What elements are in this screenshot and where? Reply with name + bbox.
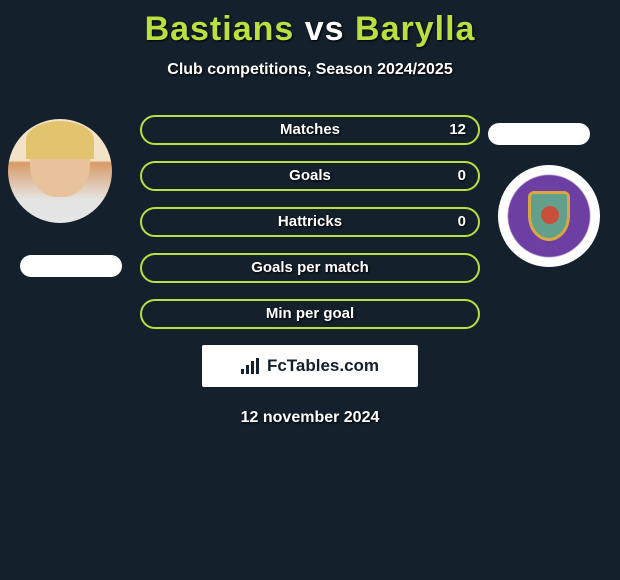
stat-row-matches: Matches 12 <box>140 115 480 145</box>
subtitle: Club competitions, Season 2024/2025 <box>0 61 620 79</box>
stat-row-hattricks: Hattricks 0 <box>140 207 480 237</box>
stat-label: Hattricks <box>142 209 478 235</box>
stats-table: Matches 12 Goals 0 Hattricks 0 Goals per… <box>140 115 480 329</box>
stat-row-goals-per-match: Goals per match <box>140 253 480 283</box>
stat-label: Goals per match <box>142 255 478 281</box>
crest-icon <box>528 191 570 241</box>
bar-chart-icon <box>241 358 261 374</box>
stat-label: Matches <box>142 117 478 143</box>
player2-name: Barylla <box>355 10 475 48</box>
player2-team-pill <box>488 123 590 145</box>
source-badge: FcTables.com <box>202 345 418 387</box>
player1-team-pill <box>20 255 122 277</box>
stat-row-min-per-goal: Min per goal <box>140 299 480 329</box>
stat-row-goals: Goals 0 <box>140 161 480 191</box>
vs-text: vs <box>294 10 355 48</box>
stat-label: Min per goal <box>142 301 478 327</box>
comparison-title: Bastians vs Barylla <box>0 0 620 49</box>
stat-right-value: 12 <box>449 117 466 143</box>
player2-club-crest <box>498 165 600 267</box>
stat-right-value: 0 <box>458 163 466 189</box>
date-text: 12 november 2024 <box>0 409 620 427</box>
source-badge-text: FcTables.com <box>267 356 379 376</box>
content-area: Matches 12 Goals 0 Hattricks 0 Goals per… <box>0 115 620 427</box>
player1-name: Bastians <box>145 10 295 48</box>
player1-avatar <box>8 119 112 223</box>
stat-label: Goals <box>142 163 478 189</box>
stat-right-value: 0 <box>458 209 466 235</box>
